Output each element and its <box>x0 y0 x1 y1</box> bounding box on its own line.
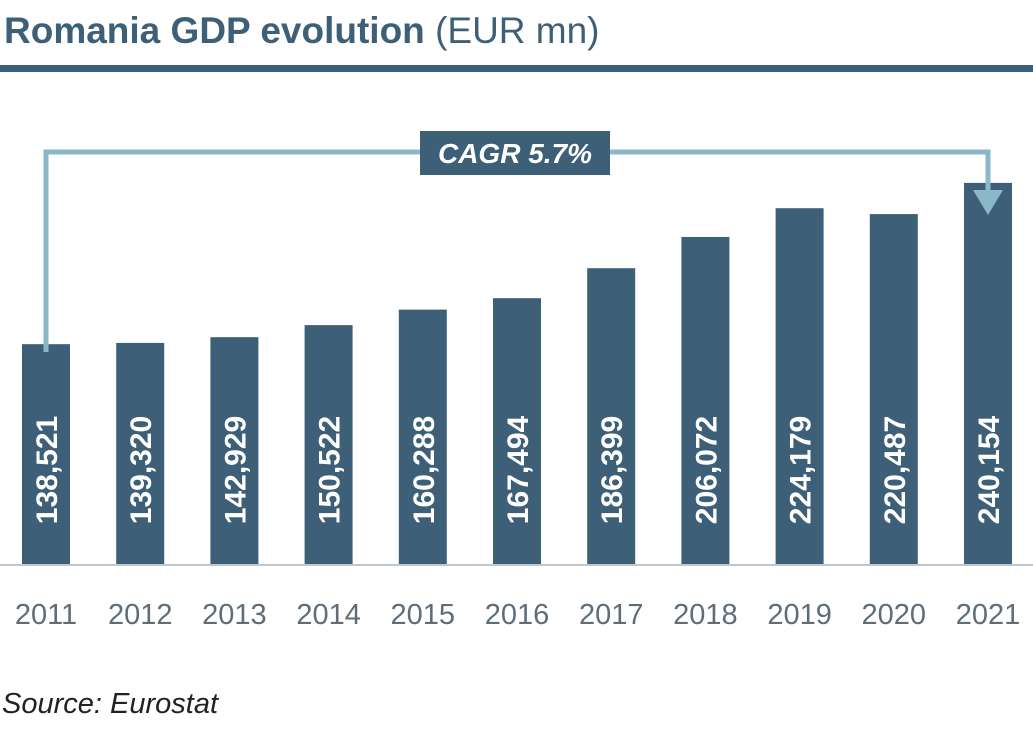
bar-value-label: 206,072 <box>690 416 723 524</box>
title-divider <box>0 65 1033 72</box>
x-tick-label: 2016 <box>485 599 550 631</box>
bar-2015 <box>398 309 447 564</box>
chart-title: Romania GDP evolution (EUR mn) <box>4 10 600 52</box>
x-tick-label: 2019 <box>767 599 832 631</box>
x-tick-label: 2021 <box>956 599 1021 631</box>
x-tick-label: 2013 <box>202 599 267 631</box>
bar-2021 <box>964 182 1012 564</box>
x-tick-label: 2014 <box>296 599 361 631</box>
bar-2020 <box>869 214 918 564</box>
bar-value-label: 220,487 <box>879 416 912 524</box>
cagr-label: CAGR 5.7% <box>438 138 592 169</box>
bar-2012 <box>116 342 165 564</box>
bar-2016 <box>493 298 541 564</box>
bar-value-label: 142,929 <box>219 416 252 524</box>
bar-2013 <box>210 337 259 564</box>
bar-value-label: 160,288 <box>408 416 441 524</box>
x-tick-label: 2015 <box>391 599 456 631</box>
x-tick-label: 2017 <box>579 599 644 631</box>
source-note: Source: Eurostat <box>2 688 218 720</box>
chart-title-unit: (EUR mn) <box>435 10 600 51</box>
x-tick-label: 2020 <box>862 599 927 631</box>
bar-2011 <box>22 344 70 564</box>
bar-value-label: 224,179 <box>785 416 818 524</box>
chart-title-main: Romania GDP evolution <box>4 10 425 51</box>
bar-2017 <box>587 268 636 564</box>
cagr-arrowhead-icon <box>973 190 1003 215</box>
bar-value-label: 186,399 <box>596 416 629 524</box>
bar-value-label: 139,320 <box>125 416 158 524</box>
bar-value-label: 240,154 <box>973 415 1006 524</box>
bar-value-label: 167,494 <box>502 415 535 524</box>
cagr-label-box <box>420 131 610 175</box>
bar-2018 <box>681 236 730 565</box>
bar-2019 <box>775 208 824 564</box>
bar-2014 <box>304 325 353 564</box>
x-tick-label: 2018 <box>673 599 738 631</box>
x-tick-label: 2011 <box>15 599 77 631</box>
gdp-bar-chart: 138,521 2011 139,320 2012 142,929 2013 150,522… <box>0 131 1033 631</box>
x-tick-label: 2012 <box>108 599 173 631</box>
bar-value-label: 150,522 <box>314 416 347 524</box>
bar-value-label: 138,521 <box>31 416 64 524</box>
